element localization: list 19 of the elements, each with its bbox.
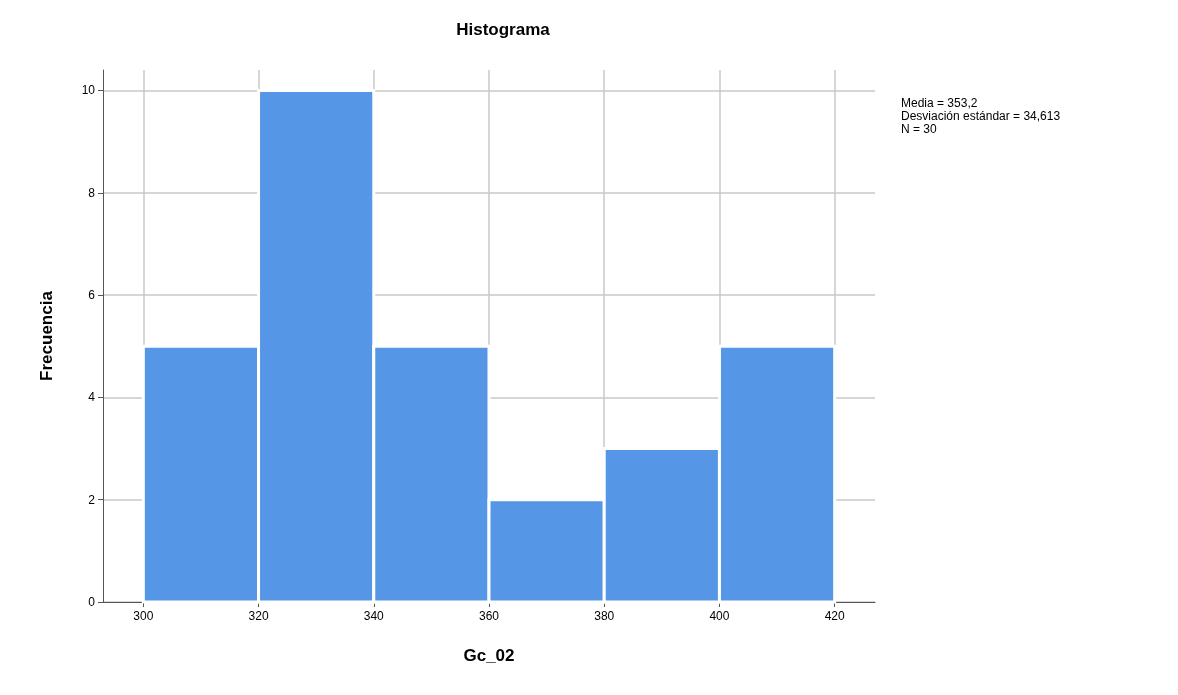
- x-tick-label: 320: [248, 609, 269, 623]
- x-tick-label: 380: [594, 609, 615, 623]
- x-tick-label: 400: [709, 609, 730, 623]
- y-tick-label: 10: [81, 83, 96, 98]
- y-axis-title: Frecuencia: [37, 290, 56, 381]
- y-tick-label: 2: [88, 492, 96, 507]
- chart-title: Histograma: [456, 20, 551, 39]
- y-tick-label: 4: [88, 390, 96, 405]
- x-tick-label: 340: [363, 609, 385, 623]
- text: Media = 353,2: [901, 95, 978, 110]
- y-tick-label: 0: [88, 595, 96, 609]
- x-tick-label: 420: [824, 609, 845, 623]
- x-tick-label: 360: [478, 609, 500, 623]
- y-tick-label: 6: [88, 288, 96, 303]
- text: N = 30: [901, 121, 938, 136]
- y-tick-label: 8: [88, 185, 96, 200]
- text: Desviación estándar = 34,613: [901, 108, 1061, 123]
- x-axis-title: Gc_02: [463, 646, 515, 665]
- x-tick-label: 300: [133, 609, 154, 623]
